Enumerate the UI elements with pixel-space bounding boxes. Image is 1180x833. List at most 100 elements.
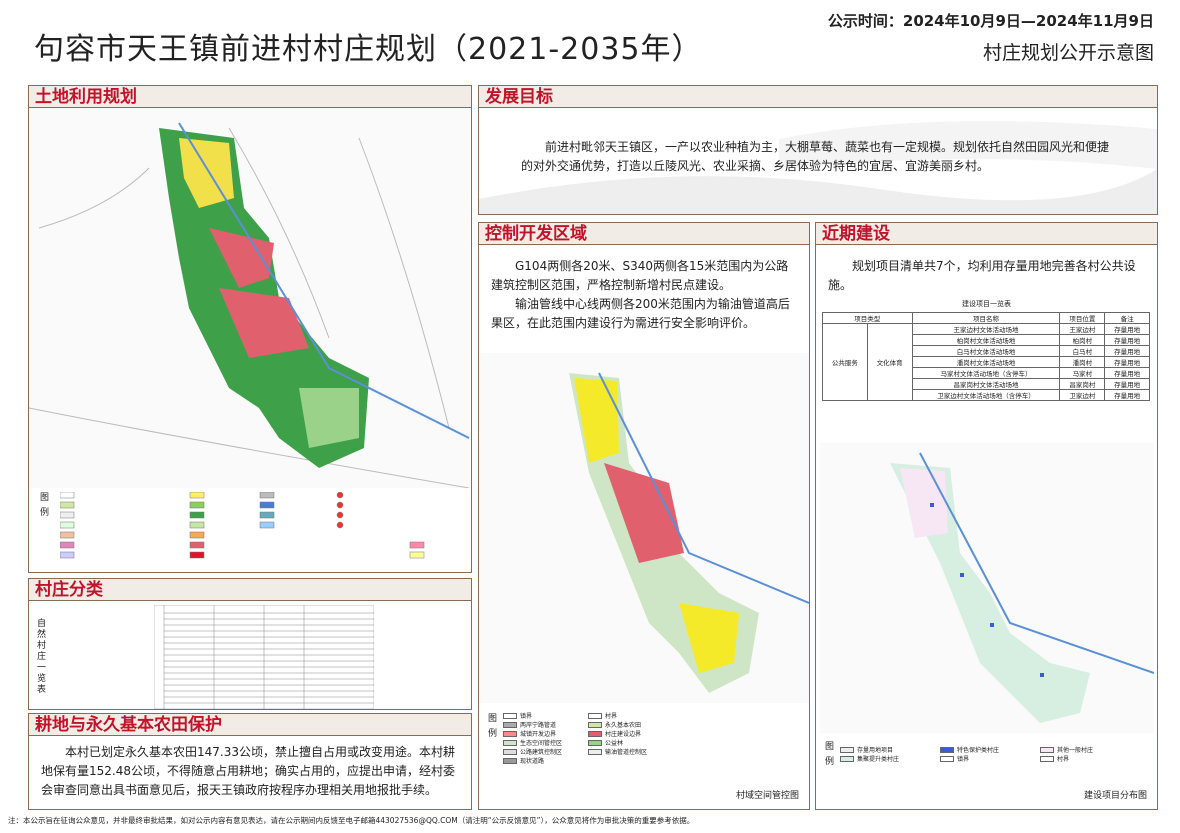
table-cell: 王家边村	[1059, 323, 1106, 335]
legend-text: 城镇开发边界	[520, 731, 557, 738]
goal-bg	[479, 121, 1157, 214]
village-table-grid	[154, 605, 374, 709]
caption: 村域空间管控图	[735, 791, 799, 801]
date: 公示时间：2024年10月9日—2024年11月9日	[827, 12, 1154, 30]
legend-item: 集聚提升类村庄	[840, 754, 940, 763]
legend-swatch	[503, 748, 517, 755]
village-class-panel: 村庄分类 自然村庄一览表	[28, 578, 472, 710]
legend-text: 输油管道控制区	[605, 749, 648, 756]
table-cell: 柏岗村	[1059, 334, 1106, 346]
table-header: 项目类型 项目名称 项目位置 备注	[822, 312, 1150, 324]
panel-title: 土地利用规划	[29, 86, 471, 108]
table-cell: 卫家边村	[1059, 389, 1106, 401]
table-row: 潘岗村文体活动场地 潘岗村 存量用地	[823, 356, 1150, 368]
table-cell: 白马村	[1059, 345, 1106, 357]
legend-text: 其他一般村庄	[1057, 747, 1094, 754]
legend-label: 图例	[38, 492, 48, 522]
table-cell: 马家村	[1059, 367, 1106, 379]
legend-swatch	[940, 755, 954, 762]
legend-swatch	[840, 755, 854, 762]
goal-text: 前进村毗邻天王镇区，一产以农业种植为主，大棚草莓、蔬菜也有一定规模。规划依托自然…	[521, 140, 1110, 173]
legend-swatch	[588, 730, 602, 737]
legend-text: 村界	[605, 713, 618, 720]
table-cell: 白马村文体活动场地	[911, 345, 1061, 357]
table-cell: 存量用地	[1104, 389, 1150, 401]
legend-swatch	[588, 721, 602, 728]
control-legend: 镇界 村界 两岸宁路管道 永久基本农田 城镇开发边界 村庄建设边界 生态空间管控区 公益林 公路…	[503, 711, 673, 765]
table-cell: 潘岗村文体活动场地	[911, 356, 1061, 368]
legend-swatch	[1040, 755, 1054, 762]
legend-swatch	[588, 739, 602, 746]
legend-item: 存量用地项目	[840, 745, 940, 754]
legend-swatch	[503, 712, 517, 719]
panel-title: 村庄分类	[29, 579, 471, 601]
type-cell: 文化体育	[866, 323, 913, 401]
side-label: 自然村庄一览表	[37, 619, 47, 695]
recent-legend: 存量用地项目 特色保护类村庄 其他一般村庄集聚提升类村庄 镇界 村界	[840, 745, 1140, 763]
legend-text: 公益林	[605, 740, 624, 747]
project-map	[820, 443, 1154, 733]
legend-swatch	[940, 746, 954, 753]
legend-label: 图例	[486, 713, 496, 743]
footer: 注：本公示旨在征询公众意见，并非最终审批结果，如对公示内容有意见表达，请在公示期…	[8, 816, 695, 825]
legend-swatch	[1040, 746, 1054, 753]
legend-text: 村界	[1057, 756, 1070, 763]
table-cell: 昌家岗村	[1059, 378, 1106, 390]
column-header: 备注	[1104, 312, 1150, 324]
farmland-panel: 耕地与永久基本农田保护 本村已划定永久基本农田147.33公顷，禁止擅自占用或改…	[28, 713, 472, 810]
legend-swatch	[588, 748, 602, 755]
panel-title: 近期建设	[816, 223, 1157, 245]
table-cell: 昌家岗村文体活动场地	[911, 378, 1061, 390]
table-cell: 潘岗村	[1059, 356, 1106, 368]
page-title: 句容市天王镇前进村村庄规划（2021-2035年）	[34, 32, 703, 67]
table-cell: 存量用地	[1104, 334, 1150, 346]
legend-item: 特色保护类村庄	[940, 745, 1040, 754]
legend-text: 公路建筑控制区	[520, 749, 563, 756]
legend-swatches	[60, 492, 425, 559]
panel-title: 控制开发区域	[479, 223, 809, 245]
table-row: 公共服务 文化体育 王家边村文体活动场地 王家边村 存量用地	[822, 323, 1150, 401]
column-header: 项目名称	[911, 312, 1061, 324]
legend-item: 两岸宁路管道	[503, 720, 588, 729]
land-use-legend: 图例	[29, 488, 471, 571]
column-header: 项目位置	[1059, 312, 1106, 324]
table-cell: 存量用地	[1104, 378, 1150, 390]
table-cell: 存量用地	[1104, 356, 1150, 368]
recent-text: 规划项目清单共7个，均利用存量用地完善各村公共设施。	[828, 259, 1136, 292]
subtitle: 村庄规划公开示意图	[982, 42, 1154, 64]
legend-item: 镇界	[940, 754, 1040, 763]
legend-item: 村界	[1040, 754, 1140, 763]
legend-swatch	[503, 739, 517, 746]
recent-panel: 近期建设 规划项目清单共7个，均利用存量用地完善各村公共设施。 建设项目一览表 …	[815, 222, 1158, 810]
table-cell: 存量用地	[1104, 323, 1150, 335]
legend-item: 永久基本农田	[588, 720, 673, 729]
table-cell: 存量用地	[1104, 345, 1150, 357]
control-map	[479, 353, 809, 703]
land-use-map	[29, 108, 471, 488]
table-cell: 存量用地	[1104, 367, 1150, 379]
legend-swatch	[503, 721, 517, 728]
table-title: 建设项目一览表	[962, 300, 1011, 308]
panel-title: 耕地与永久基本农田保护	[29, 714, 471, 736]
goal-panel: 发展目标 前进村毗邻天王镇区，一产以农业种植为主，大棚草莓、蔬菜也有一定规模。规…	[478, 85, 1158, 215]
legend-text: 存量用地项目	[857, 747, 894, 754]
table-cell: 马家村文体活动场地（含停车）	[911, 367, 1061, 379]
table-cell: 王家边村文体活动场地	[911, 323, 1061, 335]
legend-item: 镇界	[503, 711, 588, 720]
type-cell: 公共服务	[822, 323, 868, 401]
legend-label: 图例	[823, 741, 833, 771]
legend-text: 镇界	[957, 756, 970, 763]
table-row: 昌家岗村文体活动场地 昌家岗村 存量用地	[823, 378, 1150, 390]
land-use-panel: 土地利用规划 图例	[28, 85, 472, 573]
legend-item: 村庄建设边界	[588, 729, 673, 738]
legend-text: 镇界	[520, 713, 533, 720]
table-row: 卫家边村文体活动场地（含停车） 卫家边村 存量用地	[823, 389, 1150, 401]
legend-text: 永久基本农田	[605, 722, 642, 729]
legend-swatch	[588, 712, 602, 719]
control-text-1: G104两侧各20米、S340两侧各15米范围内为公路建筑控制区范围，严格控制新…	[491, 259, 789, 292]
legend-item: 输油管道控制区	[588, 747, 673, 756]
legend-item: 城镇开发边界	[503, 729, 588, 738]
table-row: 白马村文体活动场地 白马村 存量用地	[823, 345, 1150, 357]
legend-swatch	[503, 757, 517, 764]
